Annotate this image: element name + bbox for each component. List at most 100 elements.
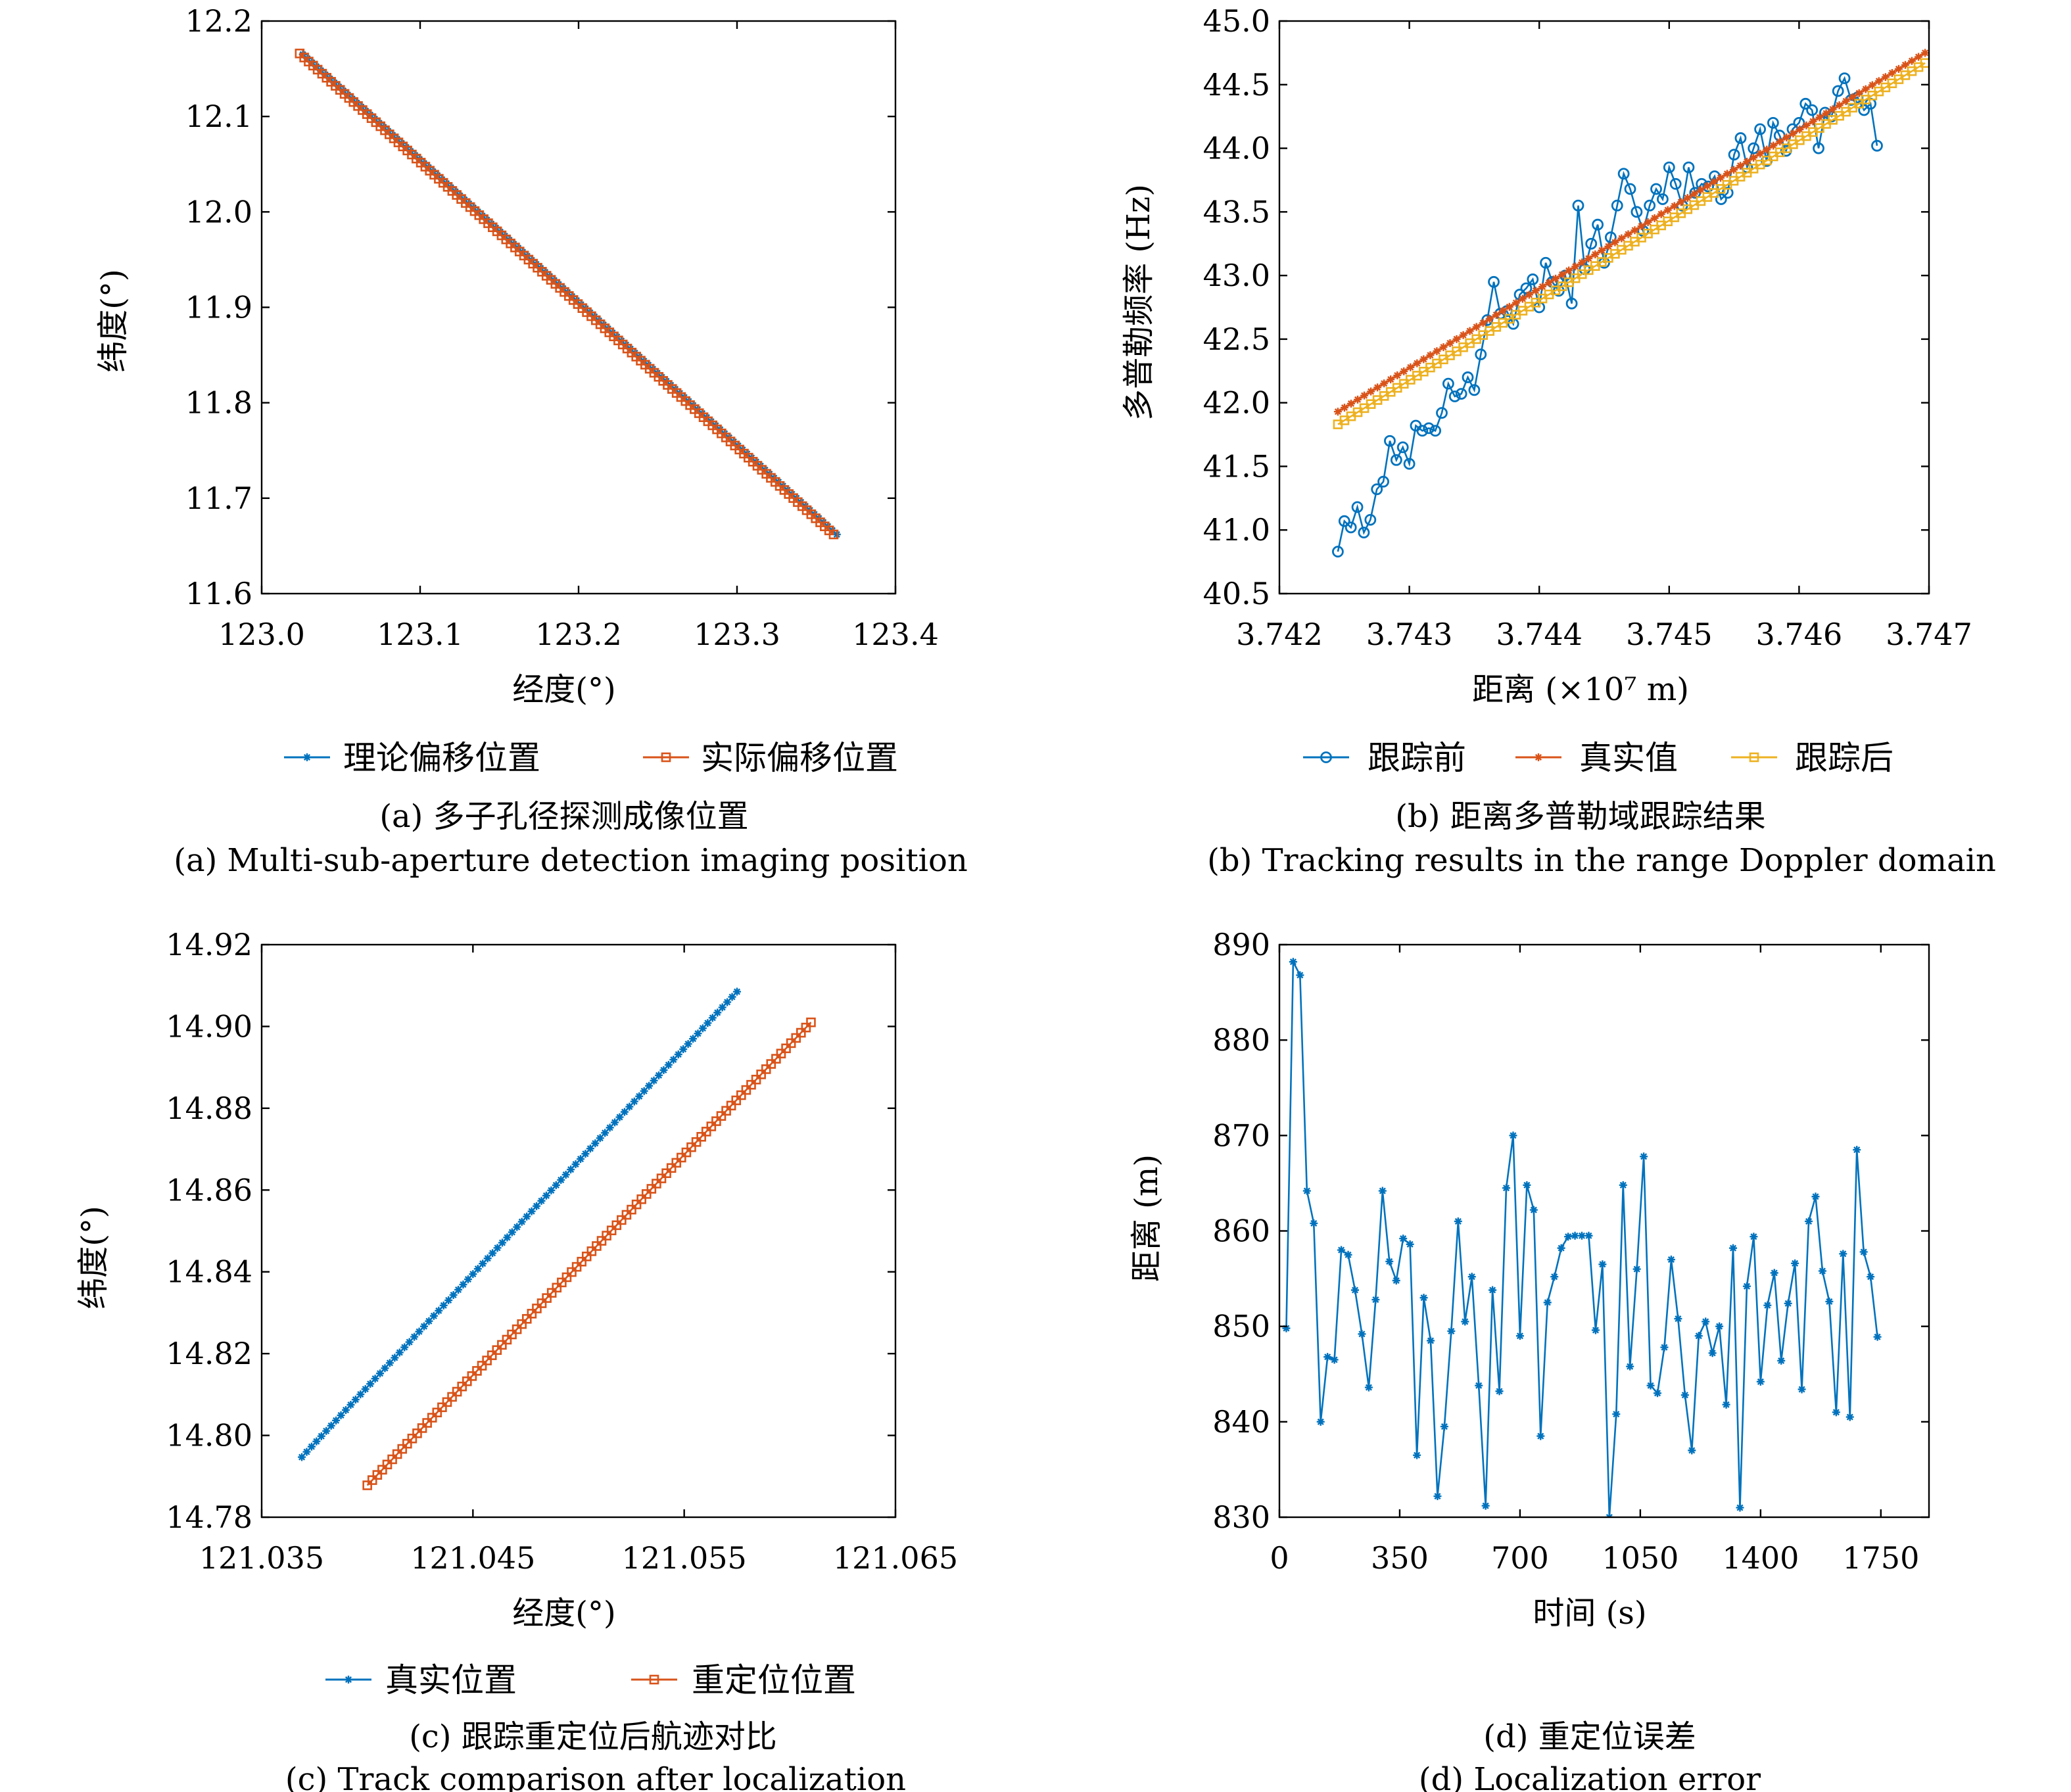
data-point-d-0-71 bbox=[1769, 1268, 1779, 1278]
data-point-d-0-41 bbox=[1563, 1232, 1573, 1242]
data-point-d-0-6 bbox=[1322, 1352, 1333, 1362]
legend-b-label-0: 跟踪前 bbox=[1368, 739, 1466, 777]
xtick-label-b-1: 3.743 bbox=[1366, 617, 1453, 652]
data-point-d-0-21 bbox=[1425, 1336, 1436, 1346]
data-point-d-0-39 bbox=[1549, 1271, 1559, 1282]
panel-b: 3.742 3.743 3.744 3.745 3.746 3.747 40.5 41.0 41… bbox=[1120, 3, 1996, 879]
data-point-d-0-35 bbox=[1522, 1180, 1532, 1191]
data-point-b-1-29 bbox=[1524, 290, 1535, 300]
data-point-b-1-25 bbox=[1498, 306, 1508, 316]
data-point-b-1-2 bbox=[1346, 398, 1356, 409]
data-point-d-0-43 bbox=[1577, 1231, 1587, 1240]
ytick-label-c-7: 14.92 bbox=[166, 927, 252, 962]
xlabel-c: 经度(°) bbox=[512, 1595, 615, 1632]
series-line-b-0 bbox=[1337, 76, 1878, 552]
xtick-label-d-1: 350 bbox=[1371, 1540, 1429, 1576]
data-point-b-1-14 bbox=[1425, 350, 1435, 360]
legend-c-item-1: 重定位位置 bbox=[631, 1661, 856, 1699]
data-point-d-0-44 bbox=[1584, 1231, 1594, 1240]
data-point-d-0-30 bbox=[1487, 1285, 1498, 1295]
data-point-b-1-1 bbox=[1339, 402, 1350, 413]
data-point-d-0-53 bbox=[1646, 1380, 1655, 1390]
ylabel-a: 纬度(°) bbox=[95, 269, 131, 372]
panel-c: 121.035 121.045 121.055 121.065 14.78 14.80 14… bbox=[75, 927, 958, 1792]
data-point-d-0-72 bbox=[1776, 1356, 1786, 1366]
data-point-b-1-18 bbox=[1452, 334, 1462, 344]
series-group-d bbox=[1281, 956, 1882, 1517]
legend-b-item-1: 真实值 bbox=[1515, 739, 1678, 777]
xtick-label-a-1: 123.1 bbox=[377, 617, 464, 652]
data-point-d-0-45 bbox=[1590, 1325, 1601, 1335]
caption-b-en: (b) Tracking results in the range Dopple… bbox=[1207, 842, 1996, 879]
data-point-d-0-32 bbox=[1501, 1183, 1512, 1193]
ytick-label-b-2: 41.5 bbox=[1203, 448, 1270, 484]
legend-b: 跟踪前 真实值 跟踪后 bbox=[1303, 739, 1893, 777]
data-point-b-1-10 bbox=[1399, 366, 1409, 377]
data-point-d-0-59 bbox=[1687, 1446, 1697, 1455]
panel-a: 123.0 123.1 123.2 123.3 123.4 11.6 11.7 11.8 11.… bbox=[95, 3, 968, 879]
data-point-d-0-75 bbox=[1797, 1384, 1807, 1394]
xtick-label-d-2: 700 bbox=[1491, 1540, 1549, 1576]
data-point-d-0-5 bbox=[1316, 1417, 1325, 1427]
data-point-d-0-40 bbox=[1556, 1243, 1566, 1253]
caption-a-en: (a) Multi-sub-aperture detection imaging… bbox=[174, 842, 968, 879]
data-point-d-0-10 bbox=[1350, 1285, 1360, 1295]
data-point-d-0-65 bbox=[1728, 1243, 1738, 1253]
data-point-c-0-89 bbox=[732, 987, 742, 997]
xlabel-d: 时间 (s) bbox=[1533, 1595, 1646, 1632]
data-point-d-0-85 bbox=[1865, 1271, 1876, 1282]
legend-b-label-2: 跟踪后 bbox=[1795, 739, 1893, 777]
data-point-d-0-22 bbox=[1433, 1491, 1442, 1501]
xtick-label-a-2: 123.2 bbox=[535, 617, 622, 652]
data-point-d-0-84 bbox=[1859, 1247, 1869, 1257]
ytick-label-b-3: 42.0 bbox=[1203, 385, 1270, 421]
data-point-d-0-64 bbox=[1721, 1400, 1731, 1409]
data-point-b-1-32 bbox=[1544, 277, 1554, 288]
legend-c: 真实位置 重定位位置 bbox=[325, 1661, 856, 1699]
ytick-label-d-2: 850 bbox=[1212, 1309, 1270, 1344]
ytick-label-a-1: 11.7 bbox=[185, 481, 252, 516]
data-point-b-1-17 bbox=[1445, 338, 1455, 348]
xlabel-b: 距离 (×10⁷ m) bbox=[1472, 671, 1689, 708]
legend-c-label-0: 真实位置 bbox=[385, 1661, 517, 1699]
data-point-d-0-50 bbox=[1625, 1361, 1635, 1371]
data-point-d-0-33 bbox=[1508, 1131, 1518, 1141]
ytick-label-b-7: 44.0 bbox=[1203, 131, 1270, 166]
ytick-label-b-1: 41.0 bbox=[1203, 512, 1270, 548]
plot-area-a: 123.0 123.1 123.2 123.3 123.4 11.6 11.7 11.8 11.… bbox=[185, 3, 939, 652]
data-point-d-0-73 bbox=[1783, 1298, 1793, 1309]
data-point-b-1-89 bbox=[1920, 48, 1929, 58]
data-point-d-0-12 bbox=[1364, 1382, 1374, 1392]
plot-area-c: 121.035 121.045 121.055 121.065 14.78 14.80 14… bbox=[166, 927, 958, 1576]
data-point-d-0-11 bbox=[1357, 1329, 1367, 1339]
ytick-label-a-3: 11.9 bbox=[185, 290, 252, 325]
data-point-b-1-22 bbox=[1478, 318, 1488, 328]
ytick-label-c-4: 14.86 bbox=[166, 1172, 252, 1208]
data-point-d-0-54 bbox=[1652, 1388, 1663, 1398]
ytick-label-b-8: 44.5 bbox=[1203, 67, 1270, 103]
ytick-label-d-6: 890 bbox=[1212, 927, 1270, 962]
series-group-c bbox=[297, 987, 816, 1490]
data-point-d-0-78 bbox=[1817, 1266, 1828, 1276]
data-point-d-0-83 bbox=[1852, 1144, 1862, 1155]
data-point-d-0-38 bbox=[1542, 1298, 1552, 1308]
data-point-b-1-5 bbox=[1366, 387, 1376, 396]
legend-b-item-2: 跟踪后 bbox=[1731, 739, 1893, 777]
data-point-b-1-23 bbox=[1485, 314, 1494, 324]
plot-frame-d bbox=[1278, 943, 1930, 1519]
data-point-d-0-37 bbox=[1536, 1431, 1546, 1441]
caption-d-en: (d) Localization error bbox=[1419, 1761, 1761, 1792]
plot-area-d: 0 350 700 1050 1400 1750 830 840 850 860 870 880 890 bbox=[1212, 927, 1930, 1576]
data-point-d-0-46 bbox=[1598, 1260, 1607, 1269]
data-point-d-0-62 bbox=[1707, 1348, 1717, 1358]
data-point-d-0-23 bbox=[1439, 1421, 1450, 1432]
data-point-d-0-67 bbox=[1742, 1281, 1752, 1291]
xtick-label-d-3: 1050 bbox=[1602, 1540, 1678, 1576]
data-point-d-0-9 bbox=[1343, 1250, 1353, 1260]
data-point-b-1-20 bbox=[1465, 326, 1475, 336]
data-point-b-1-38 bbox=[1584, 253, 1594, 264]
plot-frame-b bbox=[1278, 20, 1930, 595]
ytick-label-d-0: 830 bbox=[1212, 1499, 1270, 1535]
data-point-b-1-8 bbox=[1385, 374, 1396, 385]
